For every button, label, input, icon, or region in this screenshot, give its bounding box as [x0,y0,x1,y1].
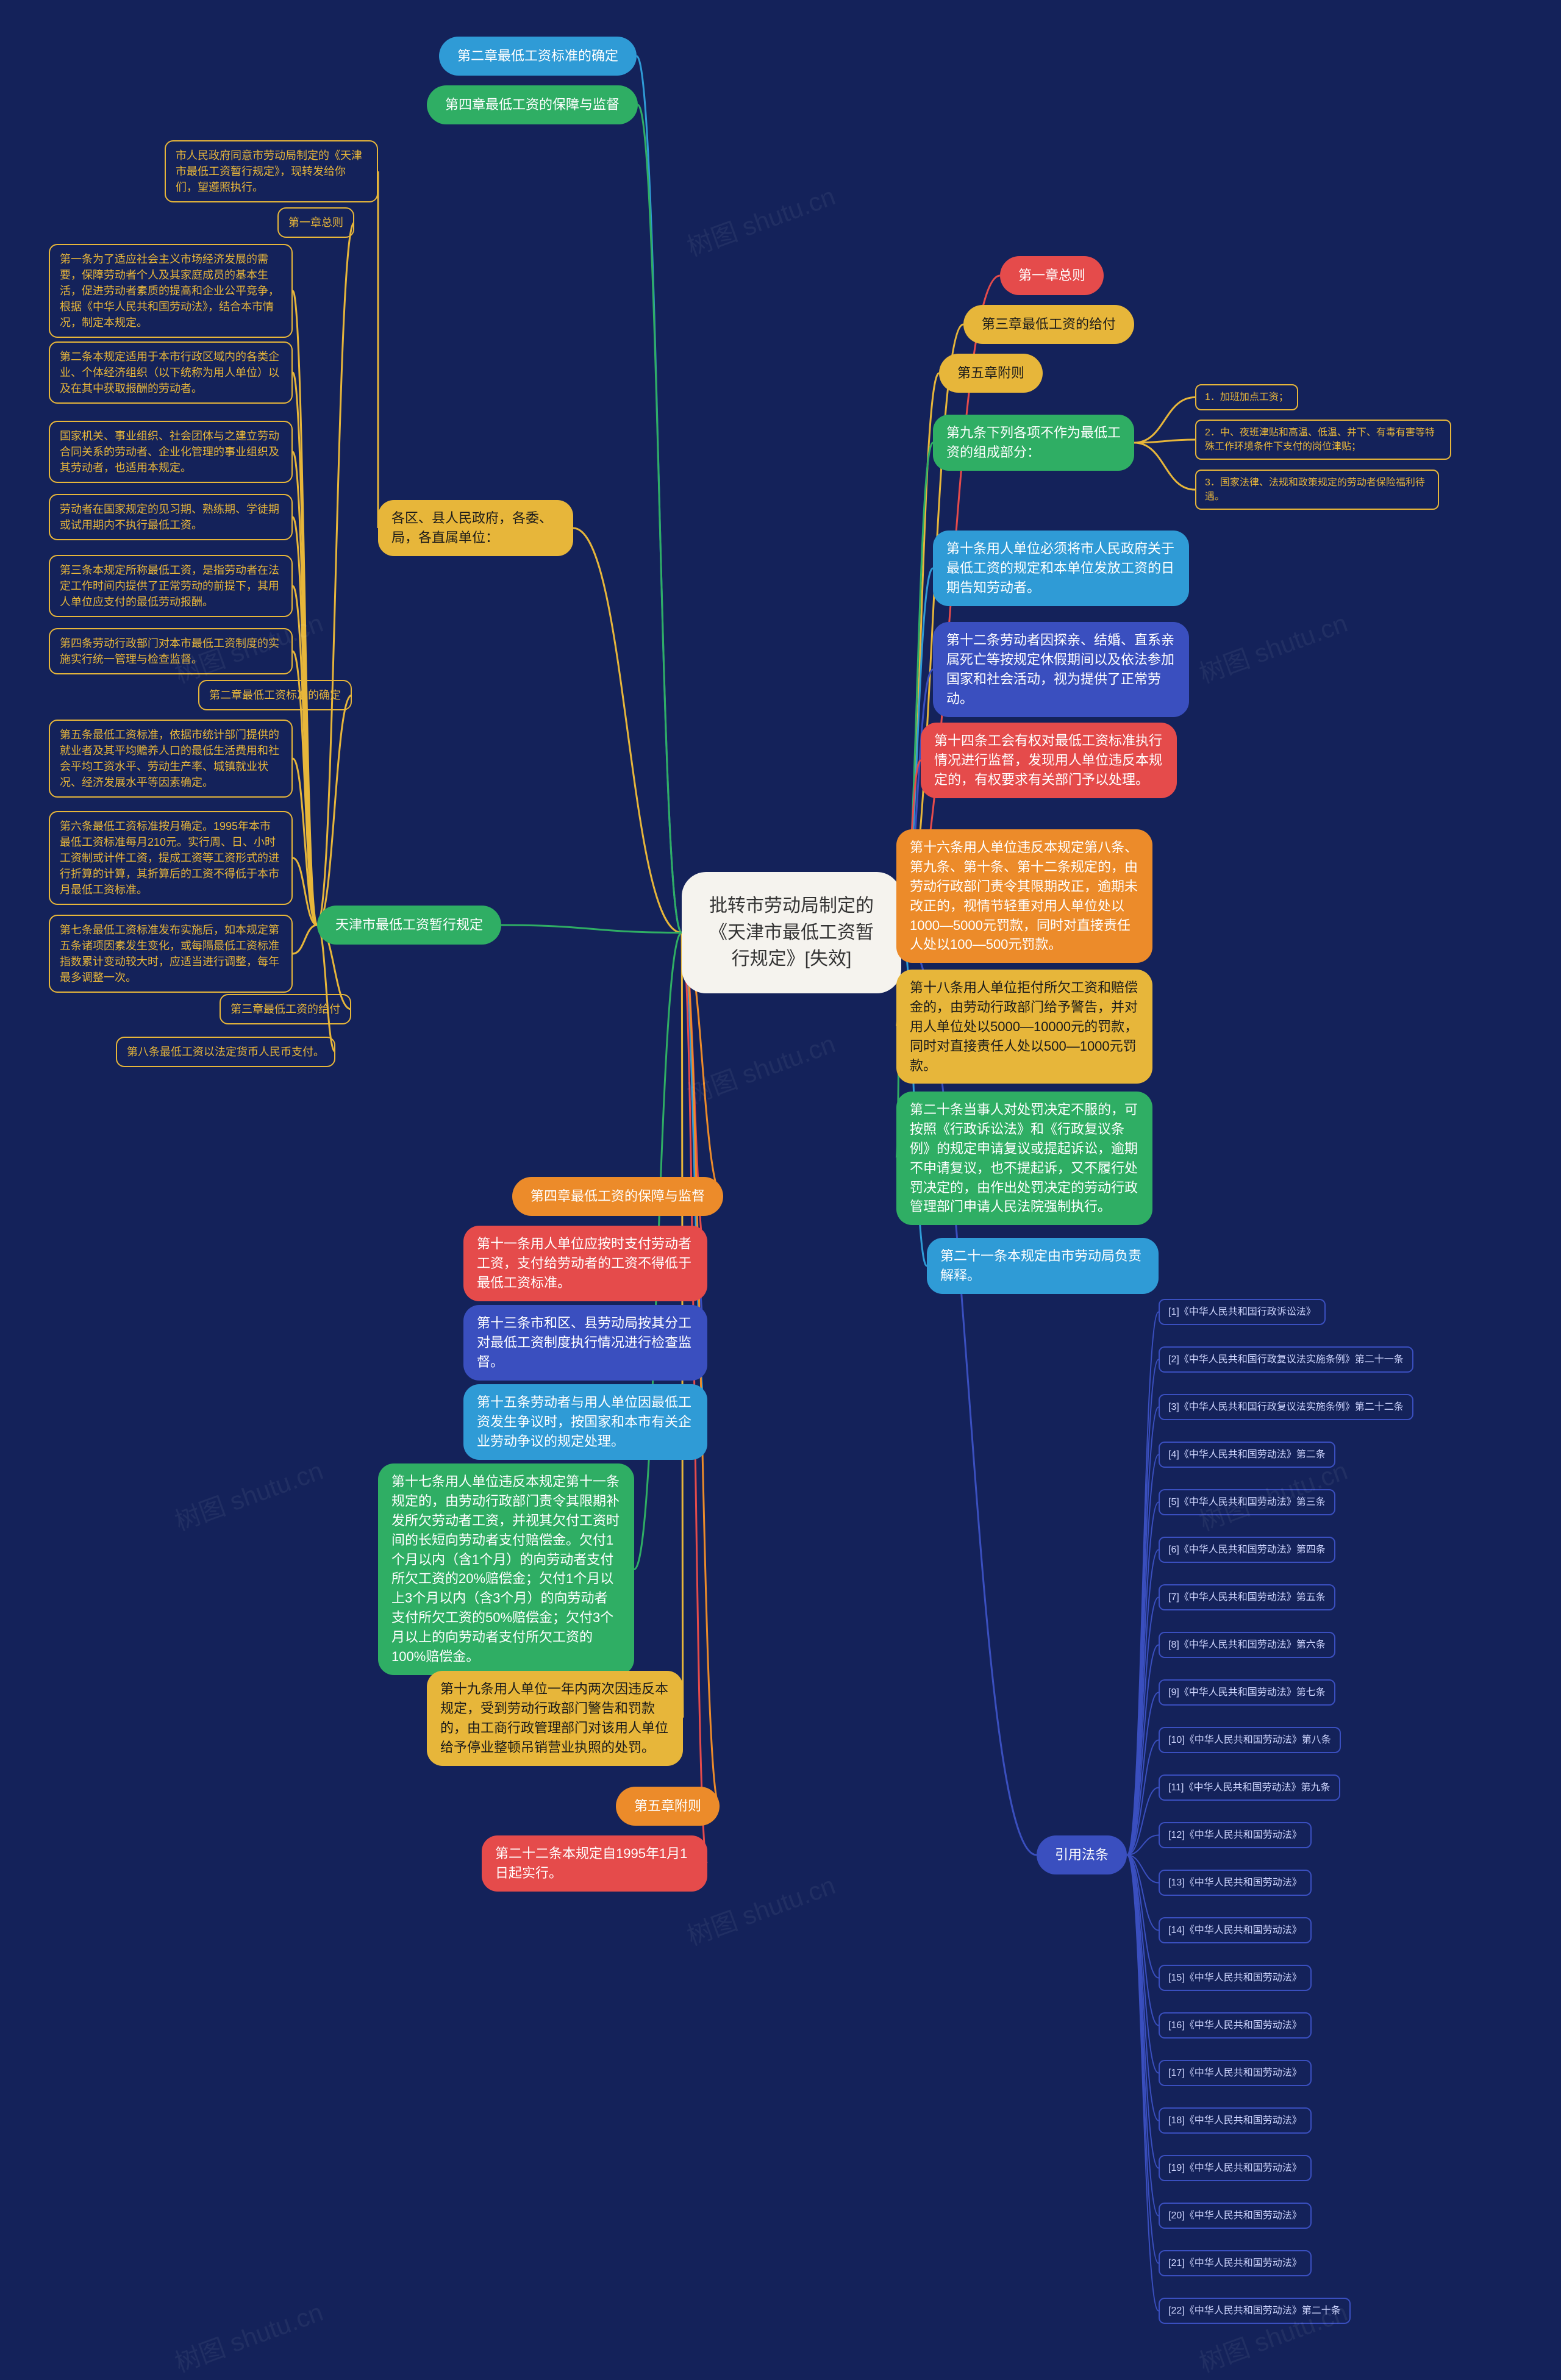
mindmap-node[interactable]: 第四章最低工资的保障与监督 [512,1177,723,1216]
law-reference[interactable]: [19]《中华人民共和国劳动法》 [1159,2155,1312,2181]
watermark: 树图 shutu.cn [169,1450,327,1538]
watermark: 树图 shutu.cn [1193,602,1352,690]
law-reference[interactable]: [21]《中华人民共和国劳动法》 [1159,2250,1312,2276]
mindmap-node[interactable]: 各区、县人民政府，各委、局，各直属单位： [378,500,573,556]
mindmap-node[interactable]: 第三条本规定所称最低工资，是指劳动者在法定工作时间内提供了正常劳动的前提下，其用… [49,555,293,617]
mindmap-node[interactable]: 劳动者在国家规定的见习期、熟练期、学徒期或试用期内不执行最低工资。 [49,494,293,540]
law-reference[interactable]: [11]《中华人民共和国劳动法》第九条 [1159,1774,1340,1801]
mindmap-node[interactable]: 第二十二条本规定自1995年1月1日起实行。 [482,1835,707,1892]
law-reference[interactable]: [5]《中华人民共和国劳动法》第三条 [1159,1489,1335,1515]
law-reference[interactable]: [7]《中华人民共和国劳动法》第五条 [1159,1584,1335,1610]
mindmap-node[interactable]: 第十七条用人单位违反本规定第十一条规定的，由劳动行政部门责令其限期补发所欠劳动者… [378,1463,634,1675]
law-reference[interactable]: [17]《中华人民共和国劳动法》 [1159,2060,1312,2086]
mindmap-node[interactable]: 天津市最低工资暂行规定 [317,906,501,945]
mindmap-node[interactable]: 第二十一条本规定由市劳动局负责解释。 [927,1238,1159,1294]
law-reference[interactable]: [10]《中华人民共和国劳动法》第八条 [1159,1727,1341,1753]
mindmap-node[interactable]: 第十三条市和区、县劳动局按其分工对最低工资制度执行情况进行检查监督。 [463,1305,707,1381]
mindmap-node[interactable]: 第十一条用人单位应按时支付劳动者工资，支付给劳动者的工资不得低于最低工资标准。 [463,1226,707,1301]
mindmap-node[interactable]: 第十六条用人单位违反本规定第八条、第九条、第十条、第十二条规定的，由劳动行政部门… [896,829,1152,963]
mindmap-node[interactable]: 第十条用人单位必须将市人民政府关于最低工资的规定和本单位发放工资的日期告知劳动者… [933,531,1189,606]
mindmap-node[interactable]: 第十四条工会有权对最低工资标准执行情况进行监督，发现用人单位违反本规定的，有权要… [921,723,1177,798]
mindmap-node[interactable]: 3．国家法律、法规和政策规定的劳动者保险福利待遇。 [1195,470,1439,510]
mindmap-node[interactable]: 第二条本规定适用于本市行政区域内的各类企业、个体经济组织（以下统称为用人单位）以… [49,341,293,404]
law-reference[interactable]: [12]《中华人民共和国劳动法》 [1159,1822,1312,1848]
mindmap-node[interactable]: 第十八条用人单位拒付所欠工资和赔偿金的，由劳动行政部门给予警告，并对用人单位处以… [896,970,1152,1084]
mindmap-node[interactable]: 第十九条用人单位一年内两次因违反本规定，受到劳动行政部门警告和罚款的，由工商行政… [427,1671,683,1766]
mindmap-node[interactable]: 第一章总则 [1000,256,1104,295]
mindmap-node[interactable]: 市人民政府同意市劳动局制定的《天津市最低工资暂行规定》，现转发给你们，望遵照执行… [165,140,378,202]
root-node[interactable]: 批转市劳动局制定的《天津市最低工资暂行规定》[失效] [682,872,901,993]
mindmap-node[interactable]: 第一条为了适应社会主义市场经济发展的需要，保障劳动者个人及其家庭成员的基本生活，… [49,244,293,338]
mindmap-node[interactable]: 第三章最低工资的给付 [220,994,351,1024]
mindmap-node[interactable]: 第三章最低工资的给付 [963,305,1134,344]
law-reference[interactable]: [13]《中华人民共和国劳动法》 [1159,1870,1312,1896]
law-reference[interactable]: [6]《中华人民共和国劳动法》第四条 [1159,1537,1335,1563]
mindmap-node[interactable]: 第五章附则 [939,354,1043,393]
mindmap-node[interactable]: 第二章最低工资标准的确定 [198,680,352,710]
mindmap-node[interactable]: 第六条最低工资标准按月确定。1995年本市最低工资标准每月210元。实行周、日、… [49,811,293,905]
mindmap-node[interactable]: 第十二条劳动者因探亲、结婚、直系亲属死亡等按规定休假期间以及依法参加国家和社会活… [933,622,1189,717]
law-reference[interactable]: [15]《中华人民共和国劳动法》 [1159,1965,1312,1991]
mindmap-node[interactable]: 引用法条 [1037,1835,1127,1874]
mindmap-node[interactable]: 第一章总则 [277,207,354,238]
law-reference[interactable]: [4]《中华人民共和国劳动法》第二条 [1159,1442,1335,1468]
mindmap-node[interactable]: 国家机关、事业组织、社会团体与之建立劳动合同关系的劳动者、企业化管理的事业组织及… [49,421,293,483]
law-reference[interactable]: [3]《中华人民共和国行政复议法实施条例》第二十二条 [1159,1394,1413,1420]
law-reference[interactable]: [20]《中华人民共和国劳动法》 [1159,2203,1312,2229]
law-reference[interactable]: [18]《中华人民共和国劳动法》 [1159,2107,1312,2134]
mindmap-node[interactable]: 第二章最低工资标准的确定 [439,37,637,76]
law-reference[interactable]: [14]《中华人民共和国劳动法》 [1159,1917,1312,1943]
mindmap-node[interactable]: 第八条最低工资以法定货币人民币支付。 [116,1037,335,1067]
law-reference[interactable]: [2]《中华人民共和国行政复议法实施条例》第二十一条 [1159,1346,1413,1373]
mindmap-node[interactable]: 第四章最低工资的保障与监督 [427,85,638,124]
law-reference[interactable]: [22]《中华人民共和国劳动法》第二十条 [1159,2298,1351,2324]
mindmap-node[interactable]: 第五章附则 [616,1787,720,1826]
mindmap-node[interactable]: 第十五条劳动者与用人单位因最低工资发生争议时，按国家和本市有关企业劳动争议的规定… [463,1384,707,1460]
mindmap-node[interactable]: 2．中、夜班津贴和高温、低温、井下、有毒有害等特殊工作环境条件下支付的岗位津贴； [1195,420,1451,460]
watermark: 树图 shutu.cn [169,2292,327,2379]
watermark: 树图 shutu.cn [681,1023,840,1111]
mindmap-node[interactable]: 第七条最低工资标准发布实施后，如本规定第五条诸项因素发生变化，或每隔最低工资标准… [49,915,293,993]
mindmap-node[interactable]: 第五条最低工资标准，依据市统计部门提供的就业者及其平均赡养人口的最低生活费用和社… [49,720,293,798]
law-reference[interactable]: [9]《中华人民共和国劳动法》第七条 [1159,1679,1335,1706]
law-reference[interactable]: [16]《中华人民共和国劳动法》 [1159,2012,1312,2039]
watermark: 树图 shutu.cn [681,176,840,263]
mindmap-node[interactable]: 第二十条当事人对处罚决定不服的，可按照《行政诉讼法》和《行政复议条例》的规定申请… [896,1092,1152,1225]
mindmap-node[interactable]: 1．加班加点工资； [1195,384,1298,410]
mindmap-node[interactable]: 第九条下列各项不作为最低工资的组成部分： [933,415,1134,471]
law-reference[interactable]: [8]《中华人民共和国劳动法》第六条 [1159,1632,1335,1658]
law-reference[interactable]: [1]《中华人民共和国行政诉讼法》 [1159,1299,1326,1325]
mindmap-node[interactable]: 第四条劳动行政部门对本市最低工资制度的实施实行统一管理与检查监督。 [49,628,293,674]
